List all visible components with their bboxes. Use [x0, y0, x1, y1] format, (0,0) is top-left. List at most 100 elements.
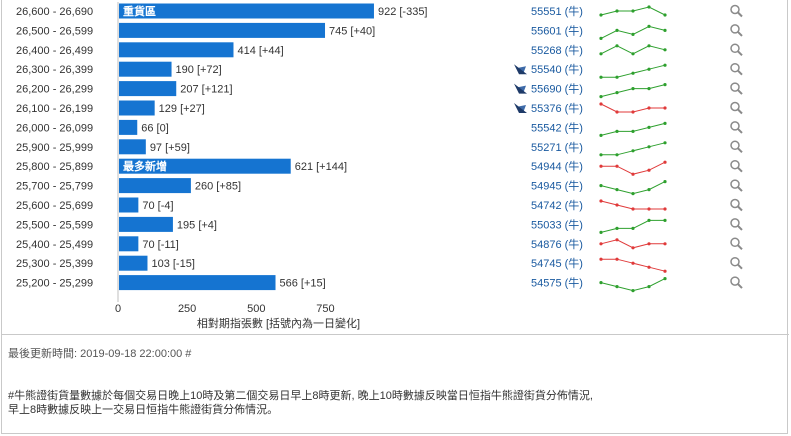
magnifier-icon[interactable] — [730, 43, 743, 57]
bar[interactable] — [119, 197, 139, 213]
warrant-code-link[interactable]: 55540 (牛) — [531, 62, 583, 76]
sparkline-point — [663, 106, 667, 110]
range-label: 25,500 - 25,599 — [16, 219, 93, 231]
warrant-code-link[interactable]: 54876 (牛) — [531, 237, 583, 251]
distribution-chart: 26,600 - 26,690 重貨區 922 [-335] 55551 (牛) 26,… — [2, 0, 789, 334]
sparkline-point — [615, 238, 619, 242]
magnifier-icon[interactable] — [730, 101, 743, 115]
sparkline-point — [599, 281, 603, 285]
magnifier-icon[interactable] — [730, 140, 743, 154]
bar[interactable] — [119, 119, 138, 135]
sparkline-point — [615, 9, 619, 13]
sparkline-point — [599, 184, 603, 188]
sparkline-point — [615, 129, 619, 133]
bar[interactable] — [119, 255, 148, 271]
sparkline-point — [663, 160, 667, 164]
bar[interactable] — [119, 42, 234, 58]
sparkline-point — [663, 13, 667, 17]
sparkline-point — [631, 71, 635, 75]
sparkline-point — [599, 75, 603, 79]
sparkline-point — [615, 188, 619, 192]
range-label: 25,700 - 25,799 — [16, 181, 93, 193]
last-updated-text: 最後更新時間: 2019-09-18 22:00:00 # — [8, 348, 192, 360]
warrant-code-link[interactable]: 54944 (牛) — [531, 159, 583, 173]
sparkline-point — [615, 164, 619, 168]
sparkline-point — [647, 145, 651, 149]
sparkline-point — [631, 207, 635, 211]
range-label: 26,600 - 26,690 — [16, 6, 93, 18]
bar[interactable] — [119, 216, 173, 232]
warrant-code-link[interactable]: 54945 (牛) — [531, 179, 583, 193]
sparkline-point — [599, 102, 603, 106]
bar[interactable] — [119, 236, 139, 252]
magnifier-icon[interactable] — [730, 276, 743, 289]
bar-value-label: 70 [-4] — [142, 200, 173, 212]
bar[interactable] — [119, 178, 191, 194]
warrant-code-link[interactable]: 55376 (牛) — [531, 101, 583, 115]
sparkline — [601, 64, 666, 78]
magnifier-icon[interactable] — [730, 256, 743, 270]
warrant-code-link[interactable]: 55542 (牛) — [531, 120, 583, 134]
bar-value-label: 66 [0] — [141, 122, 169, 134]
sparkline-point — [631, 52, 635, 56]
magnifier-icon[interactable] — [730, 24, 743, 37]
sparkline-point — [631, 87, 635, 91]
sparkline-point — [599, 257, 603, 261]
flag-icon[interactable] — [514, 64, 527, 75]
warrant-code-link[interactable]: 55033 (牛) — [531, 217, 583, 231]
sparkline-point — [663, 180, 667, 184]
magnifier-icon[interactable] — [730, 4, 743, 18]
bar[interactable] — [119, 22, 326, 38]
sparkline — [600, 181, 666, 195]
warrant-code-link[interactable]: 54745 (牛) — [531, 256, 583, 270]
magnifier-icon[interactable] — [730, 82, 743, 95]
sparkline-point — [631, 246, 635, 250]
bar-value-label: 190 [+72] — [176, 64, 222, 76]
sparkline-point — [663, 269, 667, 273]
bar-value-label: 103 [-15] — [151, 258, 194, 270]
bar-value-label: 207 [+121] — [180, 84, 232, 96]
sparkline-point — [615, 28, 619, 32]
sparkline-point — [647, 44, 651, 48]
sparkline — [600, 84, 666, 98]
warrant-code-link[interactable]: 55601 (牛) — [531, 23, 583, 37]
sparkline-point — [599, 164, 603, 168]
sparkline-point — [615, 226, 619, 230]
bar[interactable] — [119, 3, 374, 19]
sparkline-point — [647, 207, 651, 211]
magnifier-icon[interactable] — [730, 179, 743, 192]
x-tick-label: 0 — [115, 303, 121, 315]
sparkline-point — [647, 218, 651, 222]
bar[interactable] — [119, 61, 172, 77]
magnifier-icon[interactable] — [730, 121, 743, 134]
bar-value-label: 97 [+59] — [150, 142, 190, 154]
warrant-code-link[interactable]: 55271 (牛) — [531, 140, 583, 154]
sparkline-point — [647, 24, 651, 28]
magnifier-icon[interactable] — [730, 159, 743, 173]
warrant-code-link[interactable]: 54575 (牛) — [531, 276, 583, 290]
magnifier-icon[interactable] — [730, 237, 743, 251]
sparkline-point — [647, 242, 651, 246]
magnifier-icon[interactable] — [730, 62, 743, 76]
x-tick-label: 250 — [178, 303, 196, 315]
bar[interactable] — [119, 139, 146, 155]
warrant-code-link[interactable]: 55268 (牛) — [531, 43, 583, 57]
bar-badge-label: 最多新增 — [123, 159, 167, 173]
warrant-code-link[interactable]: 54742 (牛) — [531, 198, 583, 212]
range-label: 25,900 - 25,999 — [16, 142, 93, 154]
flag-icon[interactable] — [514, 83, 527, 94]
bar[interactable] — [119, 81, 177, 97]
magnifier-icon[interactable] — [730, 198, 743, 212]
x-axis-title: 相對期指張數 [括號內為一日變化] — [197, 316, 360, 330]
bar[interactable] — [119, 100, 155, 116]
warrant-code-link[interactable]: 55551 (牛) — [531, 4, 583, 18]
sparkline — [601, 142, 666, 156]
sparkline-point — [631, 129, 635, 133]
bar[interactable] — [119, 275, 276, 291]
bar-value-label: 922 [-335] — [378, 6, 428, 18]
bar[interactable] — [119, 158, 291, 174]
sparkline-point — [631, 9, 635, 13]
flag-icon[interactable] — [514, 103, 527, 113]
magnifier-icon[interactable] — [730, 218, 743, 231]
warrant-code-link[interactable]: 55690 (牛) — [531, 82, 583, 96]
